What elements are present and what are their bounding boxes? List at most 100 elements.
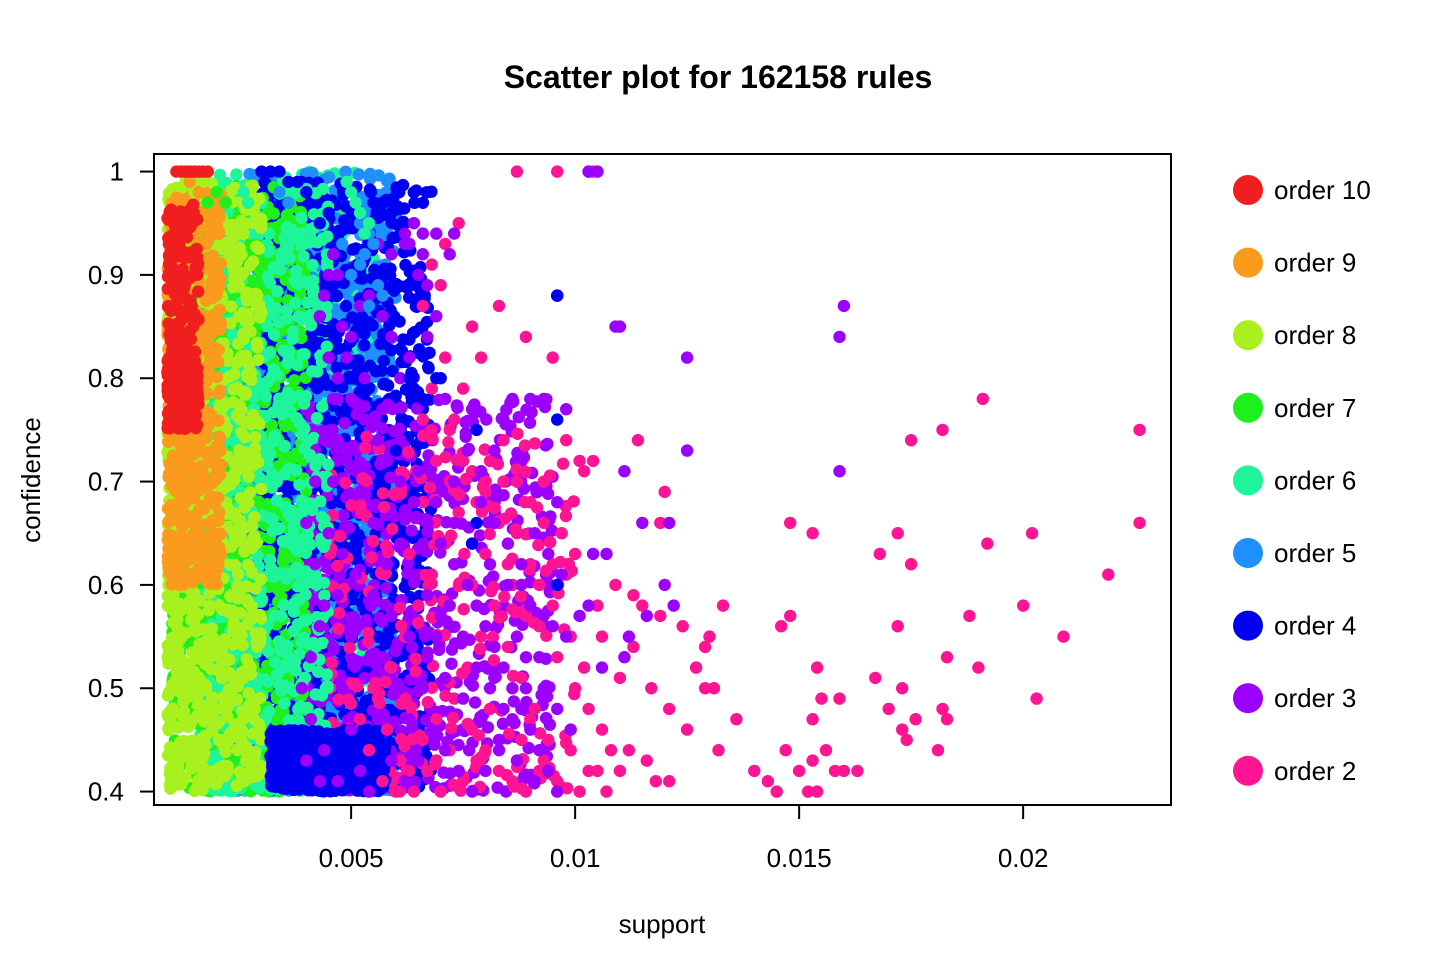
density-point (439, 451, 452, 464)
density-point (425, 185, 438, 198)
density-point (496, 717, 510, 730)
density-point (395, 697, 408, 710)
density-point (511, 427, 524, 440)
density-point (350, 553, 363, 566)
density-point (330, 289, 344, 303)
density-point (377, 354, 390, 368)
density-point (339, 165, 352, 178)
chart-title: Scatter plot for 162158 rules (504, 59, 933, 95)
density-point (417, 537, 430, 550)
density-point (402, 278, 415, 292)
density-point (332, 693, 345, 706)
density-point (393, 186, 406, 199)
density-point (330, 361, 343, 374)
density-point (442, 436, 455, 449)
density-point (419, 714, 433, 727)
density-point (459, 426, 472, 440)
density-point (378, 500, 391, 514)
density-point (362, 626, 375, 640)
density-point (407, 186, 420, 199)
density-point (405, 524, 418, 537)
density-point (360, 430, 373, 443)
density-point (364, 348, 378, 362)
density-point (412, 616, 425, 630)
density-point (395, 465, 409, 479)
density-point (453, 488, 466, 501)
density-point (523, 416, 537, 429)
density-point (332, 606, 346, 620)
density-point (567, 495, 580, 508)
density-point (378, 598, 392, 611)
density-point (409, 511, 422, 525)
density-point (498, 590, 511, 603)
density-point (394, 487, 408, 500)
density-point (367, 414, 380, 427)
density-point (428, 738, 441, 751)
density-point (230, 168, 243, 181)
density-point (497, 489, 510, 502)
density-point (461, 414, 474, 428)
density-point (330, 444, 343, 457)
density-point (451, 401, 464, 414)
density-point (243, 167, 256, 181)
density-point (360, 616, 373, 629)
density-point (343, 641, 356, 654)
density-point (324, 425, 337, 438)
density-point (398, 513, 412, 526)
density-point (540, 629, 553, 642)
density-point (343, 611, 356, 625)
density-point (421, 696, 434, 709)
density-point (514, 590, 527, 603)
density-point (475, 505, 489, 518)
density-point (377, 377, 391, 390)
density-point (353, 456, 367, 469)
density-point (306, 166, 319, 180)
density-point (331, 559, 344, 572)
density-point (386, 522, 399, 536)
density-point (491, 781, 504, 794)
density-point (345, 677, 358, 690)
density-point (487, 654, 501, 667)
density-point (376, 615, 389, 628)
density-point (409, 652, 423, 666)
density-point (364, 599, 378, 612)
density-point (362, 381, 376, 395)
density-point (413, 343, 426, 356)
density-point (315, 323, 328, 337)
density-point (393, 601, 407, 614)
density-point (361, 654, 374, 667)
density-point (402, 556, 415, 570)
density-point (333, 530, 346, 543)
density-point (376, 487, 390, 500)
density-point (507, 695, 520, 708)
density-point (365, 551, 378, 564)
density-point (522, 741, 535, 755)
density-point (393, 315, 406, 328)
density-point (325, 656, 338, 669)
density-point (362, 635, 375, 648)
density-point (342, 521, 356, 535)
density-point (445, 721, 458, 735)
density-point (421, 525, 434, 539)
density-point (468, 696, 482, 709)
density-point (325, 324, 339, 337)
density-point (484, 585, 498, 598)
density-point (338, 214, 351, 227)
density-point (422, 579, 435, 592)
density-point (374, 337, 387, 351)
density-point (416, 429, 430, 442)
density-point (474, 642, 487, 655)
density-point (387, 425, 401, 438)
density-point (339, 299, 353, 313)
density-point (519, 651, 533, 664)
density-point (345, 499, 358, 512)
density-point (454, 784, 467, 797)
density-point (352, 168, 365, 181)
density-point (445, 643, 459, 656)
density-point (422, 362, 435, 375)
density-point (358, 339, 371, 352)
density-point (486, 631, 500, 644)
density-point (532, 538, 545, 552)
density-point (478, 443, 491, 456)
